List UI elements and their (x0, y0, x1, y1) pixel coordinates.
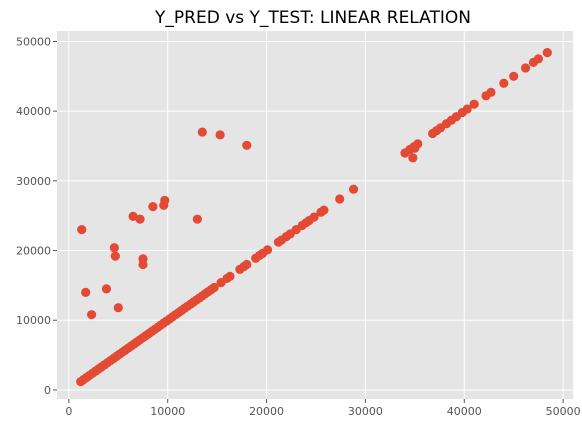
data-point (128, 211, 138, 221)
y-axis: 0 10000 20000 30000 40000 50000 (16, 35, 57, 397)
data-point (408, 153, 418, 163)
x-tick-label: 0 (65, 405, 72, 418)
data-point (135, 214, 145, 224)
data-point (101, 284, 112, 294)
data-point (486, 87, 496, 97)
data-point (197, 127, 207, 137)
data-point (462, 104, 472, 114)
y-tick-label: 20000 (16, 245, 51, 258)
y-tick-label: 30000 (16, 175, 51, 188)
data-point (215, 130, 225, 140)
data-point (509, 71, 519, 81)
data-point (499, 78, 509, 88)
data-point (192, 214, 202, 224)
data-point (209, 282, 219, 293)
data-point (86, 310, 97, 320)
x-tick-label: 40000 (447, 405, 482, 418)
data-point (520, 63, 531, 73)
data-point (469, 99, 479, 109)
x-tick-label: 30000 (348, 405, 383, 418)
data-point (348, 184, 359, 194)
x-tick-label: 20000 (249, 405, 284, 418)
y-tick-label: 50000 (16, 35, 51, 48)
data-point (335, 194, 345, 204)
data-point (242, 259, 252, 270)
data-point (319, 205, 329, 215)
data-point (81, 287, 91, 297)
data-point (542, 48, 552, 58)
data-point (109, 243, 119, 253)
y-tick-label: 40000 (16, 105, 51, 118)
grid-lines (57, 31, 573, 399)
data-point (138, 259, 148, 270)
data-point (410, 143, 420, 153)
data-point (533, 54, 544, 64)
y-tick-label: 0 (44, 384, 51, 397)
data-point (77, 225, 87, 235)
data-points (76, 48, 552, 387)
x-tick-label: 10000 (150, 405, 185, 418)
x-tick-label: 50000 (546, 405, 581, 418)
data-point (309, 212, 319, 222)
data-point (148, 202, 158, 212)
data-point (160, 195, 170, 205)
data-point (242, 140, 252, 150)
data-point (113, 303, 123, 313)
chart-title: Y_PRED vs Y_TEST: LINEAR RELATION (154, 8, 471, 28)
data-point (110, 251, 120, 261)
y-tick-label: 10000 (16, 314, 51, 327)
x-axis: 0 10000 20000 30000 40000 50000 (65, 399, 581, 418)
data-point (262, 245, 273, 255)
data-point (225, 271, 235, 281)
